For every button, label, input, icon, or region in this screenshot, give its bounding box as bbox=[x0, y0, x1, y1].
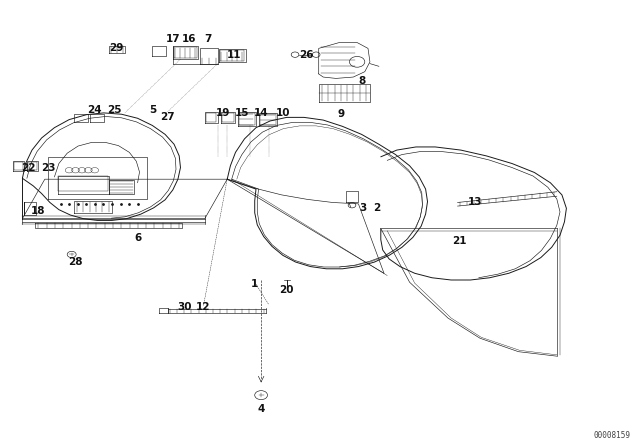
Text: 28: 28 bbox=[68, 257, 83, 267]
Text: 19: 19 bbox=[216, 108, 230, 118]
Text: 00008159: 00008159 bbox=[593, 431, 630, 440]
Text: 7: 7 bbox=[204, 34, 212, 44]
Text: 2: 2 bbox=[372, 203, 380, 213]
Text: 8: 8 bbox=[358, 76, 365, 86]
Text: 1: 1 bbox=[251, 280, 259, 289]
Text: 20: 20 bbox=[280, 285, 294, 295]
Text: 11: 11 bbox=[227, 50, 241, 60]
Text: 17: 17 bbox=[166, 34, 180, 44]
Text: 22: 22 bbox=[22, 163, 36, 173]
Text: 4: 4 bbox=[257, 404, 265, 414]
Text: 12: 12 bbox=[196, 302, 211, 312]
Text: 5: 5 bbox=[148, 105, 156, 115]
Text: 10: 10 bbox=[276, 108, 290, 118]
Text: 3: 3 bbox=[359, 203, 367, 213]
Text: 15: 15 bbox=[235, 108, 249, 118]
Text: 30: 30 bbox=[177, 302, 191, 312]
Text: 29: 29 bbox=[109, 43, 124, 53]
Text: 21: 21 bbox=[452, 236, 467, 246]
Text: 24: 24 bbox=[88, 105, 102, 115]
Text: 26: 26 bbox=[299, 50, 313, 60]
Text: 27: 27 bbox=[161, 112, 175, 122]
Text: 18: 18 bbox=[31, 207, 45, 216]
Text: 13: 13 bbox=[468, 198, 482, 207]
Text: 25: 25 bbox=[107, 105, 121, 115]
Text: 9: 9 bbox=[337, 109, 345, 119]
Text: 6: 6 bbox=[134, 233, 141, 243]
Text: 14: 14 bbox=[254, 108, 268, 118]
Text: 16: 16 bbox=[182, 34, 196, 44]
Text: 23: 23 bbox=[41, 163, 55, 173]
